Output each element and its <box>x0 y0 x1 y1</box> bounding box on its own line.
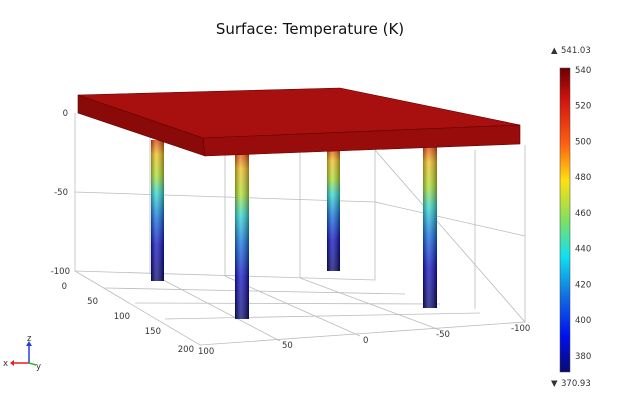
y-tick: 0 <box>62 282 67 292</box>
colorbar-max-label: 541.03 <box>561 46 591 56</box>
colorbar-tick: 420 <box>575 280 591 290</box>
z-tick: -100 <box>51 267 70 277</box>
colorbar-min-label: 370.93 <box>561 379 591 389</box>
y-tick: 50 <box>87 297 98 307</box>
x-tick: -50 <box>436 330 450 340</box>
z-tick: -50 <box>54 188 68 198</box>
plot-title: Surface: Temperature (K) <box>215 20 405 38</box>
colorbar-tick: 520 <box>575 102 591 112</box>
y-tick: 150 <box>145 327 161 337</box>
colorbar-tick: 500 <box>575 137 591 147</box>
x-tick: 50 <box>282 341 293 351</box>
z-tick: 0 <box>63 109 68 119</box>
colorbar: ▲ 541.03 540 520 500 480 460 440 420 400 380 ▼ 3… <box>551 46 591 389</box>
min-marker: ▼ <box>551 379 558 389</box>
triad-y-label: y <box>36 362 41 372</box>
triad-z-label: z <box>27 334 32 344</box>
slab <box>77 87 521 157</box>
x-tick: 100 <box>198 347 214 357</box>
colorbar-tick: 440 <box>575 245 591 255</box>
max-marker: ▲ <box>551 46 558 56</box>
colorbar-tick: 460 <box>575 209 591 219</box>
colorbar-tick: 380 <box>575 352 591 362</box>
colorbar-tick: 400 <box>575 316 591 326</box>
columns <box>151 140 437 319</box>
x-tick: -100 <box>511 324 530 334</box>
triad-x-label: x <box>3 359 8 369</box>
colorbar-tick: 540 <box>575 66 591 76</box>
colorbar-tick: 480 <box>575 173 591 183</box>
x-tick: 0 <box>363 336 368 346</box>
axis-triad: z x y <box>3 334 41 372</box>
axis-grid <box>74 113 526 346</box>
y-tick: 200 <box>178 345 194 355</box>
y-tick: 100 <box>114 312 130 322</box>
